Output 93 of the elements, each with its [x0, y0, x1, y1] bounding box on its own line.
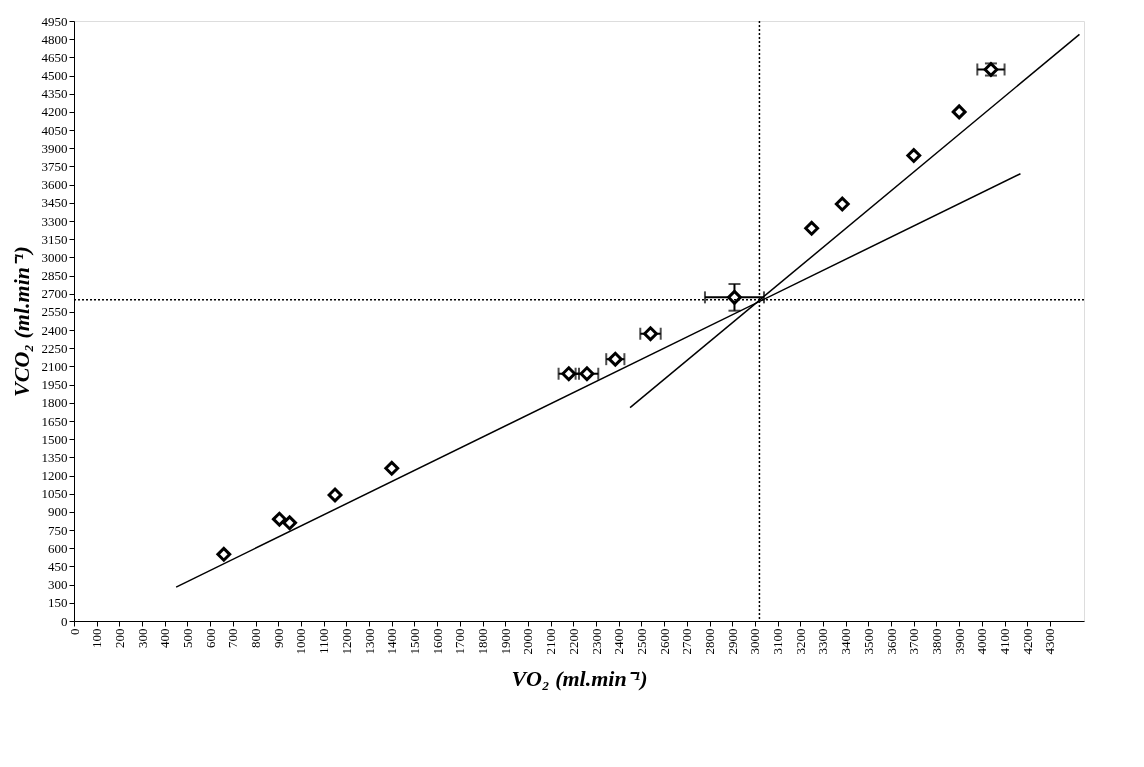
y-tick-label: 2700 — [41, 286, 68, 302]
y-tick-label: 4800 — [41, 31, 68, 47]
x-tick-label: 1800 — [475, 628, 491, 655]
x-tick-label: 0 — [66, 628, 82, 635]
y-tick-label: 3300 — [41, 213, 68, 229]
point — [804, 220, 820, 236]
y-tick-label: 2550 — [41, 304, 68, 320]
x-axis-title: VO₂ (ml.min⁻¹) — [511, 665, 648, 691]
x-tick-label: 2600 — [656, 628, 672, 655]
y-tick-label: 300 — [48, 577, 68, 593]
x-tick-label: 1600 — [429, 628, 445, 655]
x-tick-label: 1300 — [361, 628, 377, 655]
point — [579, 366, 595, 382]
x-tick-label: 300 — [134, 628, 150, 648]
y-tick-label: 450 — [48, 558, 68, 574]
x-tick-label: 500 — [179, 628, 195, 648]
y-tick-label: 2100 — [41, 358, 68, 374]
point — [951, 104, 967, 120]
point — [282, 515, 298, 531]
x-tick-label: 4200 — [1019, 628, 1035, 655]
y-tick-label: 1950 — [41, 377, 68, 393]
y-tick-label: 750 — [48, 522, 68, 538]
point — [327, 487, 343, 503]
y-tick-label: 3150 — [41, 231, 68, 247]
x-tick-label: 2500 — [633, 628, 649, 655]
x-tick-label: 2800 — [702, 628, 718, 655]
y-tick-label: 4050 — [41, 122, 68, 138]
y-tick-label: 4200 — [41, 104, 68, 120]
x-tick-label: 2900 — [724, 628, 740, 655]
y-tick-label: 2850 — [41, 268, 68, 284]
x-tick-label: 2100 — [543, 628, 559, 655]
x-tick-label: 700 — [225, 628, 241, 648]
y-tick-label: 3750 — [41, 158, 68, 174]
point — [834, 196, 850, 212]
x-tick-label: 4300 — [1042, 628, 1058, 655]
y-tick-label: 2400 — [41, 322, 68, 338]
x-tick-label: 800 — [248, 628, 264, 648]
x-tick-label: 4000 — [974, 628, 990, 655]
y-tick-label: 1050 — [41, 486, 68, 502]
x-tick-label: 2000 — [520, 628, 536, 655]
x-tick-label: 3000 — [747, 628, 763, 655]
x-tick-label: 3200 — [792, 628, 808, 655]
x-tick-label: 2400 — [611, 628, 627, 655]
y-tick-label: 2250 — [41, 340, 68, 356]
point — [643, 326, 658, 342]
point — [271, 511, 287, 527]
x-tick-label: 2700 — [679, 628, 695, 655]
x-tick-label: 3400 — [838, 628, 854, 655]
y-tick-label: 150 — [48, 595, 68, 611]
y-tick-label: 3450 — [41, 195, 68, 211]
y-tick-label: 1350 — [41, 449, 68, 465]
point — [216, 546, 232, 562]
point — [561, 366, 577, 382]
y-tick-label: 4500 — [41, 68, 68, 84]
y-tick-label: 4350 — [41, 86, 68, 102]
y-tick-label: 0 — [61, 613, 68, 629]
y-tick-label: 4650 — [41, 49, 68, 65]
y-tick-label: 1200 — [41, 468, 68, 484]
x-tick-label: 1400 — [384, 628, 400, 655]
y-tick-label: 3900 — [41, 140, 68, 156]
x-tick-label: 1500 — [406, 628, 422, 655]
point — [384, 460, 400, 476]
y-axis-title: VCO₂ (ml.min⁻¹) — [8, 246, 34, 397]
x-tick-label: 1100 — [316, 628, 332, 655]
x-tick-label: 900 — [270, 628, 286, 648]
x-tick-label: 1200 — [338, 628, 354, 655]
x-tick-label: 3600 — [883, 628, 899, 655]
x-tick-label: 600 — [202, 628, 218, 648]
x-tick-label: 1700 — [452, 628, 468, 655]
x-tick-label: 400 — [157, 628, 173, 648]
x-tick-label: 3900 — [951, 628, 967, 655]
y-tick-label: 900 — [48, 504, 68, 520]
x-tick-label: 2300 — [588, 628, 604, 655]
x-tick-label: 1000 — [293, 628, 309, 655]
x-tick-label: 200 — [111, 628, 127, 648]
x-tick-label: 4100 — [997, 628, 1013, 655]
y-tick-label: 3600 — [41, 177, 68, 193]
x-tick-label: 100 — [89, 628, 105, 648]
y-tick-label: 3000 — [41, 249, 68, 265]
x-tick-label: 1900 — [497, 628, 513, 655]
y-tick-label: 4950 — [41, 13, 68, 29]
y-tick-label: 600 — [48, 540, 68, 556]
point — [727, 289, 742, 305]
x-tick-label: 2200 — [565, 628, 581, 655]
y-tick-label: 1650 — [41, 413, 68, 429]
x-tick-label: 3300 — [815, 628, 831, 655]
x-tick-label: 3800 — [928, 628, 944, 655]
x-tick-label: 3100 — [770, 628, 786, 655]
y-tick-label: 1500 — [41, 431, 68, 447]
point — [906, 148, 922, 163]
x-tick-label: 3500 — [860, 628, 876, 655]
x-tick-label: 3700 — [906, 628, 922, 655]
y-tick-label: 1800 — [41, 395, 68, 411]
